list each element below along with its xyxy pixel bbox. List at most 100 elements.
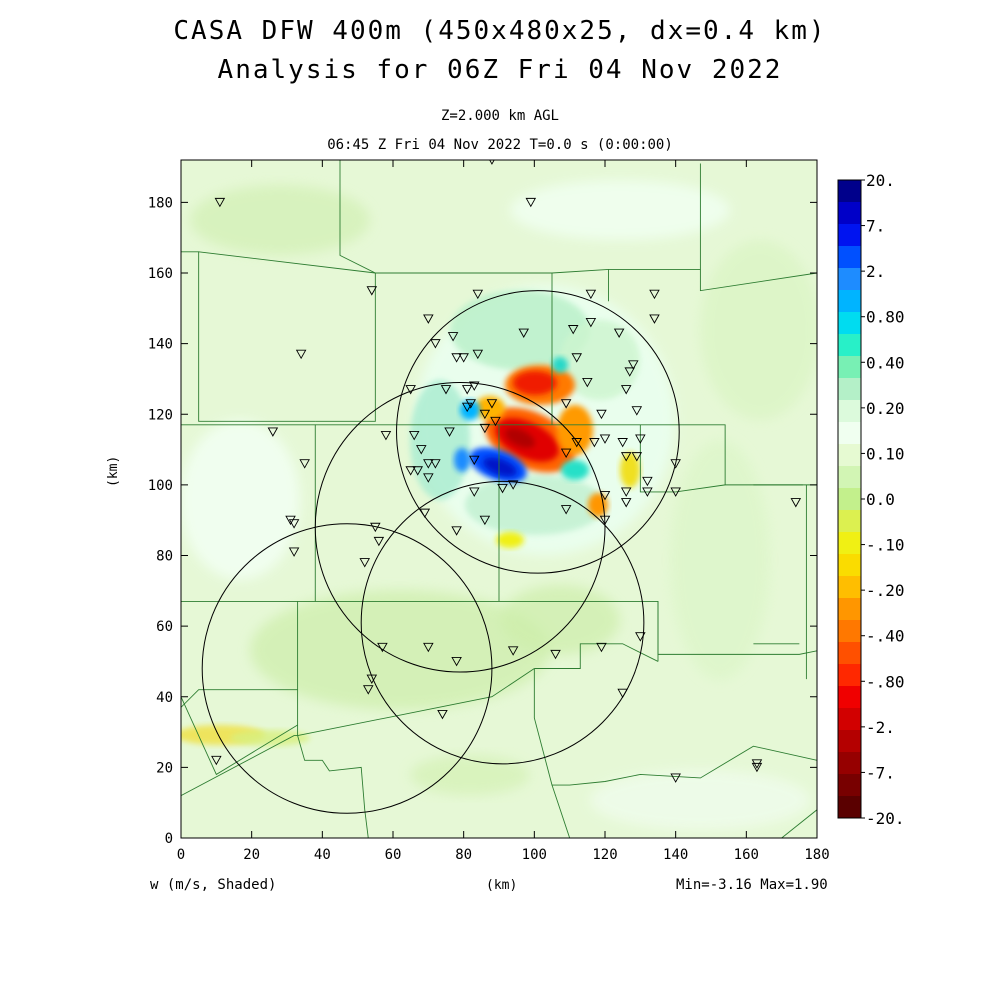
station-marker xyxy=(468,487,480,497)
station-marker xyxy=(620,487,632,497)
station-marker xyxy=(518,328,530,338)
field-label: w (m/s, Shaded) xyxy=(150,877,277,893)
colorbar-label: 0.40 xyxy=(866,353,905,372)
colorbar-swatch xyxy=(838,708,861,731)
colorbar-swatch xyxy=(838,334,861,357)
colorbar-swatch xyxy=(838,202,861,225)
station-marker xyxy=(571,353,583,363)
y-tick-label: 140 xyxy=(148,337,173,353)
station-marker xyxy=(582,378,593,388)
station-marker xyxy=(472,289,484,300)
station-marker xyxy=(440,385,452,395)
colorbar-label: -.20 xyxy=(866,581,905,600)
y-tick-label: 100 xyxy=(148,478,173,494)
station-marker xyxy=(380,430,392,441)
station-marker xyxy=(585,317,597,328)
station-marker xyxy=(451,656,462,667)
station-marker xyxy=(366,286,378,296)
station-marker xyxy=(461,402,473,413)
station-marker xyxy=(567,325,579,335)
county-line xyxy=(181,601,299,708)
x-tick-label: 100 xyxy=(522,847,547,863)
colorbar-swatch xyxy=(838,224,861,247)
station-marker xyxy=(405,385,416,395)
colorbar-label: -.10 xyxy=(866,536,905,555)
colorbar-label: 0.0 xyxy=(866,490,895,509)
station-marker xyxy=(408,430,420,441)
colorbar-swatch xyxy=(838,246,861,269)
x-tick-label: 180 xyxy=(804,847,829,863)
title-line-1: CASA DFW 400m (450x480x25, dx=0.4 km) xyxy=(173,16,827,46)
y-tick-label: 80 xyxy=(156,549,173,565)
county-line xyxy=(699,269,817,292)
colorbar-label: -2. xyxy=(866,718,895,737)
station-marker xyxy=(451,353,462,363)
station-marker xyxy=(423,473,434,483)
station-marker xyxy=(599,434,611,444)
station-marker xyxy=(486,399,498,409)
station-marker xyxy=(751,759,763,769)
station-marker xyxy=(635,632,646,642)
station-marker xyxy=(613,328,625,338)
colorbar-swatch xyxy=(838,356,861,379)
station-marker xyxy=(423,459,434,469)
radar-coverage-south-west xyxy=(201,523,493,814)
colorbar: 20. 7. 2. 0.80 0.40 0.20 0.10 0.0 -.10 -.20 -.40 -.… xyxy=(837,171,905,828)
colorbar-swatch xyxy=(838,730,861,753)
station-marker xyxy=(419,508,431,519)
colorbar-swatch xyxy=(838,796,861,819)
station-marker xyxy=(423,642,434,653)
county-line xyxy=(534,643,659,669)
station-marker xyxy=(620,385,632,395)
colorbar-swatch xyxy=(838,664,861,687)
colorbar-swatch xyxy=(838,532,861,555)
station-marker xyxy=(415,445,427,455)
x-tick-label: 120 xyxy=(592,847,617,863)
colorbar-swatch xyxy=(838,554,861,577)
station-marker xyxy=(670,459,681,469)
station-marker xyxy=(560,399,572,409)
colorbar-swatch xyxy=(838,774,861,797)
station-marker xyxy=(465,399,477,409)
x-tick-label: 40 xyxy=(314,847,331,863)
station-marker xyxy=(479,409,491,420)
station-marker xyxy=(211,755,222,766)
x-tick-label: 80 xyxy=(455,847,472,863)
colorbar-label: -20. xyxy=(866,809,905,828)
station-marker xyxy=(642,476,653,487)
station-marker xyxy=(479,423,491,434)
station-marker xyxy=(430,339,441,349)
radar-coverage-south-east xyxy=(360,480,645,765)
station-marker xyxy=(468,381,480,391)
station-marker xyxy=(599,491,611,501)
station-marker xyxy=(479,515,491,526)
station-marker xyxy=(288,547,300,557)
station-marker xyxy=(267,427,279,437)
colorbar-label: -7. xyxy=(866,763,895,782)
station-marker xyxy=(617,688,628,699)
x-axis: 0 20 40 60 80 100 120 140 160 180 xyxy=(177,160,830,863)
station-marker xyxy=(437,709,448,720)
station-marker xyxy=(631,406,643,416)
colorbar-swatch xyxy=(838,642,861,665)
station-marker xyxy=(599,515,611,526)
station-marker xyxy=(649,314,660,324)
station-marker xyxy=(585,289,597,300)
valid-time-label: 06:45 Z Fri 04 Nov 2022 T=0.0 s (0:00:00… xyxy=(327,137,673,153)
title-line-2: Analysis for 06Z Fri 04 Nov 2022 xyxy=(217,55,783,85)
station-marker xyxy=(288,519,300,529)
station-marker xyxy=(359,558,371,568)
y-tick-label: 160 xyxy=(148,266,173,282)
station-marker xyxy=(631,452,643,462)
station-marker xyxy=(285,515,296,526)
minmax-label: Min=-3.16 Max=1.90 xyxy=(676,877,828,893)
station-marker xyxy=(373,536,385,547)
colorbar-label: 0.80 xyxy=(866,308,905,327)
x-tick-label: 140 xyxy=(663,847,688,863)
colorbar-swatch xyxy=(838,180,861,203)
station-marker xyxy=(589,438,600,448)
station-marker xyxy=(560,505,572,515)
county-line xyxy=(315,273,376,422)
colorbar-swatch xyxy=(838,686,861,709)
